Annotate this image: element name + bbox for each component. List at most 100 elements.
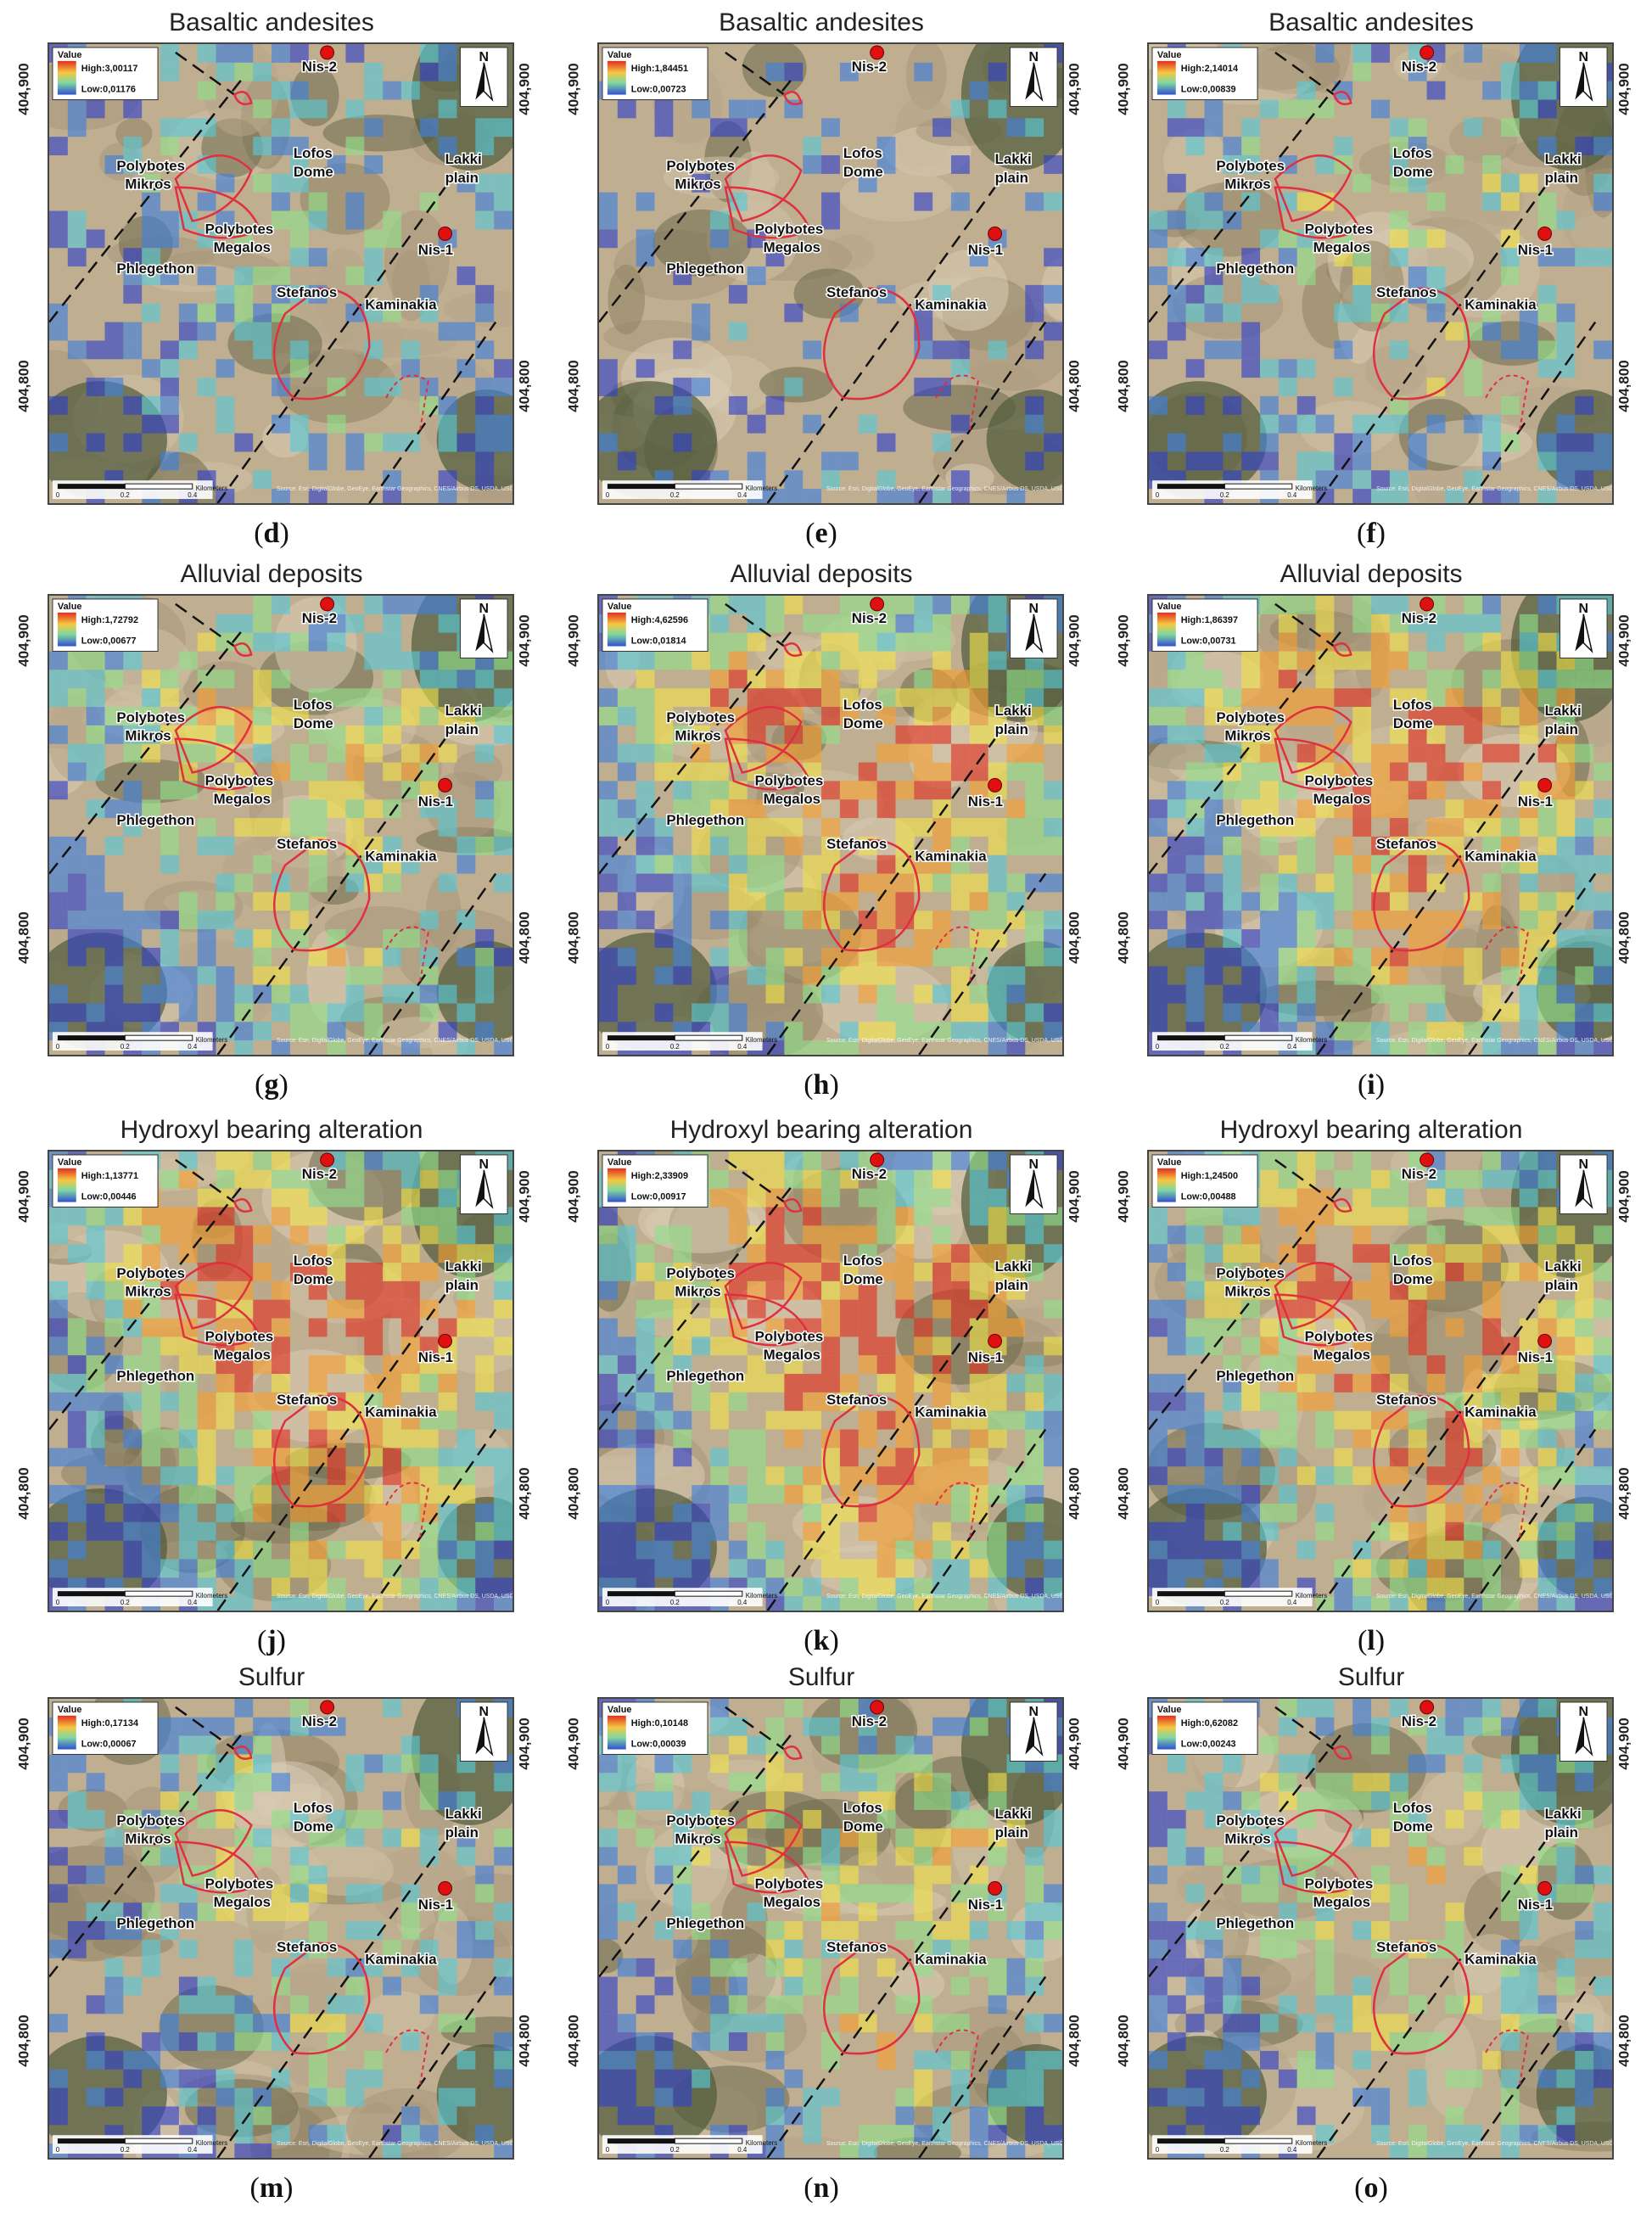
heatmap-cell	[1371, 2032, 1390, 2051]
heatmap-cell	[1315, 799, 1335, 819]
heatmap-cell	[456, 1280, 476, 1300]
heatmap-cell	[1426, 1466, 1446, 1486]
heatmap-cell	[969, 1410, 988, 1430]
heatmap-cell	[67, 892, 87, 911]
heatmap-cell	[1426, 1188, 1446, 1207]
heatmap-cell	[104, 670, 124, 689]
coordinate-label-south-right: 404,800	[1066, 1467, 1083, 1520]
fault-line	[1149, 76, 1344, 323]
heatmap-cell	[123, 1503, 143, 1522]
heatmap-cell	[728, 284, 748, 304]
heatmap-cell	[1482, 1810, 1501, 1829]
heatmap-cell	[784, 1596, 804, 1611]
heatmap-cell	[1408, 1299, 1427, 1319]
heatmap-cell	[692, 2032, 711, 2051]
heatmap-cell	[728, 99, 748, 119]
heatmap-cell	[1352, 2014, 1372, 2033]
heatmap-cell	[710, 1485, 729, 1504]
heatmap-cell	[234, 1392, 254, 1411]
heatmap-cell	[160, 1392, 179, 1411]
heatmap-cell	[142, 2050, 161, 2070]
heatmap-cell	[494, 173, 512, 193]
heatmap-cell	[67, 1336, 87, 1356]
heatmap-cell	[617, 1355, 636, 1375]
heatmap-cell	[1241, 2032, 1261, 2051]
heatmap-cell	[1389, 395, 1408, 415]
heatmap-cell	[932, 284, 951, 304]
heatmap-cell	[1593, 854, 1612, 874]
heatmap-cell	[654, 762, 674, 782]
heatmap-cell	[1445, 688, 1464, 708]
well-marker	[1420, 45, 1435, 60]
heatmap-cell	[710, 1299, 729, 1319]
crater-rim	[782, 1745, 803, 1760]
heatmap-cell	[876, 688, 896, 708]
heatmap-cell	[784, 1410, 804, 1430]
heatmap-cell	[876, 707, 896, 726]
heatmap-cell	[1371, 2087, 1390, 2107]
heatmap-cell	[1445, 2106, 1464, 2126]
heatmap-cell	[419, 1466, 439, 1486]
heatmap-cell	[1241, 1976, 1261, 1996]
heatmap-cell	[1389, 1169, 1408, 1189]
place-label: Lakki	[1545, 703, 1582, 719]
heatmap-cell	[599, 1902, 618, 1922]
heatmap-cell	[1223, 1207, 1242, 1226]
heatmap-cell	[1519, 1003, 1538, 1023]
place-label: Dome	[843, 715, 883, 731]
heatmap-cell	[1185, 799, 1205, 819]
heatmap-cell	[1371, 1865, 1390, 1885]
heatmap-cell	[1167, 1299, 1186, 1319]
crater-rim	[823, 838, 921, 952]
heatmap-cell	[253, 303, 272, 322]
heatmap-cell	[272, 1577, 290, 1597]
legend-low: Low:0,00677	[81, 636, 137, 647]
heatmap-cell	[1296, 1151, 1316, 1170]
heatmap-cell	[636, 1791, 655, 1811]
heatmap-cell	[1223, 303, 1242, 322]
heatmap-cell	[1389, 818, 1408, 837]
heatmap-cell	[636, 1958, 655, 1977]
heatmap-cell	[1296, 1244, 1316, 1263]
heatmap-cell	[1408, 1828, 1427, 1847]
heatmap-cell	[160, 854, 179, 874]
heatmap-cell	[654, 707, 674, 726]
heatmap-cell	[969, 688, 988, 708]
heatmap-cell	[1223, 873, 1242, 893]
heatmap-cell	[197, 1995, 216, 2014]
heatmap-cell	[475, 1540, 495, 1560]
heatmap-cell	[821, 1846, 840, 1866]
heatmap-cell	[272, 303, 290, 322]
heatmap-cell	[599, 192, 618, 211]
legend-low: Low:0,00839	[1181, 85, 1236, 95]
heatmap-cell	[1296, 1699, 1316, 1717]
heatmap-cell	[932, 781, 951, 800]
heatmap-cell	[419, 1773, 439, 1792]
heatmap-cell	[197, 81, 216, 100]
heatmap-cell	[654, 966, 674, 985]
heatmap-cell	[1537, 210, 1557, 230]
heatmap-cell	[1519, 1151, 1538, 1170]
heatmap-cell	[710, 1410, 729, 1430]
heatmap-cell	[438, 2106, 457, 2126]
heatmap-cell	[839, 1040, 859, 1055]
heatmap-cell	[1389, 1003, 1408, 1023]
heatmap-cell	[950, 1596, 970, 1611]
heatmap-cell	[364, 1280, 384, 1300]
heatmap-cell	[728, 1336, 748, 1356]
heatmap-cell	[1519, 1791, 1538, 1811]
heatmap-cell	[142, 1207, 161, 1226]
heatmap-cell	[49, 2106, 68, 2126]
heatmap-cell	[86, 799, 105, 819]
heatmap-cell	[839, 2143, 859, 2158]
heatmap-cell	[654, 1754, 674, 1773]
heatmap-cell	[1315, 1429, 1335, 1448]
heatmap-cell	[419, 781, 439, 800]
heatmap-cell	[599, 1521, 618, 1541]
heatmap-cell	[1185, 1540, 1205, 1560]
heatmap-cell	[1537, 1577, 1557, 1597]
heatmap-cell	[253, 1169, 272, 1189]
heatmap-cell	[419, 303, 439, 322]
heatmap-cell	[234, 1485, 254, 1504]
